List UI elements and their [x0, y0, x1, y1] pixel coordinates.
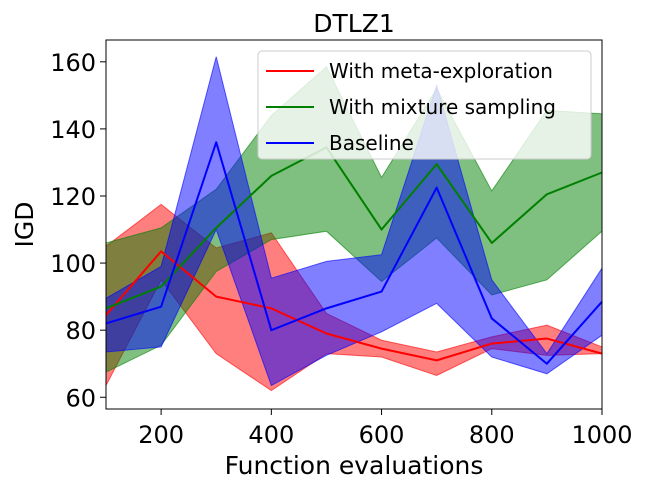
series-lines [105, 141, 603, 365]
line-baseline [105, 141, 603, 365]
y-tick-label: 100 [50, 250, 96, 278]
x-axis-label: Function evaluations [225, 451, 484, 480]
plot-frame [105, 39, 603, 410]
axes: 200 400 600 800 1000 60 80 100 120 140 160 [50, 39, 633, 449]
legend-label-with-mixture-sampling: With mixture sampling [329, 95, 556, 119]
x-tick-label: 1000 [571, 421, 632, 449]
line-with-mixture-sampling [105, 146, 603, 310]
y-tick-label: 60 [65, 384, 96, 412]
legend-box [257, 50, 592, 160]
x-tick-label: 400 [248, 421, 294, 449]
y-axis-label: IGD [10, 202, 39, 248]
y-tick-label: 80 [65, 317, 96, 345]
legend: With meta-exploration With mixture sampli… [257, 50, 592, 160]
y-tick-label: 160 [50, 49, 96, 77]
chart-title: DTLZ1 [313, 9, 394, 38]
legend-label-baseline: Baseline [329, 131, 414, 155]
y-tick-label: 120 [50, 183, 96, 211]
x-tick-label: 600 [359, 421, 405, 449]
x-tick-label: 200 [138, 421, 184, 449]
x-tick-label: 800 [469, 421, 515, 449]
y-tick-label: 140 [50, 116, 96, 144]
legend-label-with-meta-exploration: With meta-exploration [329, 59, 553, 83]
